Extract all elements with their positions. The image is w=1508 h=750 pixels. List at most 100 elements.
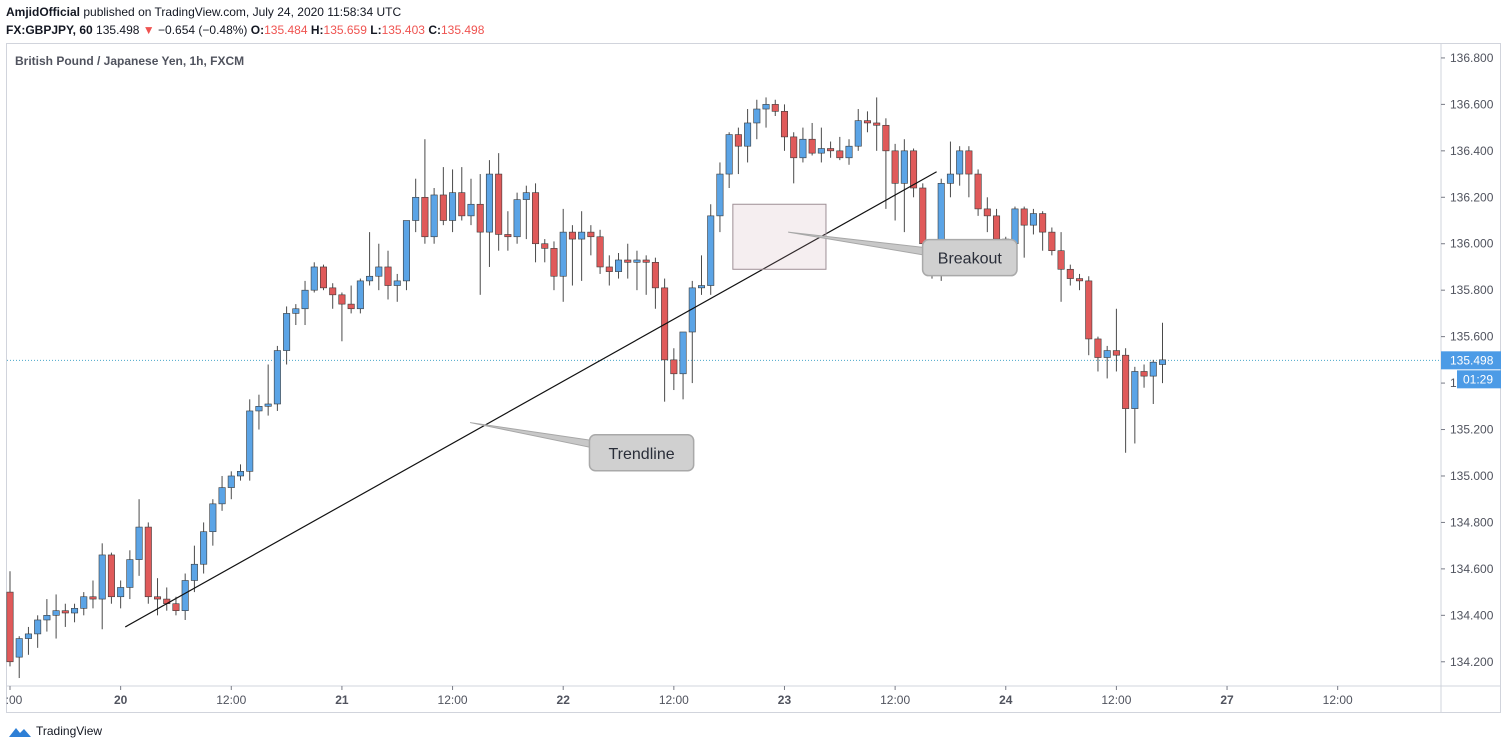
candle-body (1094, 338, 1102, 358)
candle (900, 139, 908, 233)
candle (375, 243, 383, 291)
candle (421, 139, 429, 244)
candle-body (485, 173, 493, 233)
candle (753, 99, 761, 140)
y-tick-label: 136.000 (1450, 237, 1494, 251)
candle (98, 543, 106, 630)
candle-body (983, 208, 991, 217)
candle-body (1159, 359, 1167, 365)
candle-body (753, 108, 761, 124)
candle-body (1011, 208, 1019, 245)
candle-body (790, 136, 798, 159)
candle-body (946, 173, 954, 184)
candle (836, 136, 844, 161)
candle (541, 239, 549, 263)
candle-body (808, 138, 816, 154)
candle (319, 264, 327, 291)
candle (615, 253, 623, 279)
candle-body (1057, 250, 1065, 270)
candle (384, 250, 392, 300)
candle (1112, 308, 1120, 372)
candle-body (974, 173, 982, 210)
candle-body (605, 266, 613, 272)
candle-body (956, 150, 964, 175)
candle (163, 587, 171, 611)
candle (725, 132, 733, 188)
tradingview-brand: TradingView (36, 724, 103, 738)
candle (642, 255, 650, 295)
candle (661, 278, 669, 402)
candle (854, 109, 862, 151)
candle-body (827, 148, 835, 152)
candle-body (891, 150, 899, 184)
candle (568, 225, 576, 286)
candle-body (412, 196, 420, 221)
x-tick-label: 12:00 (1101, 693, 1131, 707)
candle-body (1112, 350, 1120, 356)
change-value: −0.654 (−0.48%) (158, 23, 248, 37)
candle-body (1085, 280, 1093, 340)
candle (356, 278, 364, 314)
candle-body (679, 331, 687, 375)
candle-body (1039, 213, 1047, 233)
candle (651, 257, 659, 309)
candle (965, 146, 973, 198)
candle (402, 220, 410, 291)
candle (485, 160, 493, 267)
candle (292, 304, 300, 326)
candle-body (707, 215, 715, 286)
y-tick-label: 136.200 (1450, 190, 1494, 204)
high-label: H: (310, 23, 324, 37)
candle (1066, 264, 1074, 286)
candle-body (882, 124, 890, 152)
candle-body (1076, 278, 1084, 282)
candle (578, 211, 586, 281)
candle-body (532, 192, 540, 245)
x-tick-label: 12:00 (659, 693, 689, 707)
candle (716, 162, 724, 233)
candle (587, 225, 595, 256)
candle-body (237, 471, 245, 477)
candle (246, 399, 254, 481)
open-value: 135.484 (264, 23, 308, 37)
candle (24, 626, 32, 655)
candle (144, 522, 152, 604)
candle (624, 243, 632, 279)
y-tick-label: 135.600 (1450, 330, 1494, 344)
candle-body (227, 475, 235, 488)
x-tick-label: :00 (6, 693, 23, 707)
candle (495, 153, 503, 251)
candle-body (117, 587, 125, 598)
candle (956, 146, 964, 186)
candle (790, 132, 798, 184)
candle-body (762, 104, 770, 110)
trendline (124, 171, 937, 628)
candle (237, 464, 245, 481)
candle-body (854, 120, 862, 147)
publisher-name[interactable]: AmjidOfficial (6, 5, 81, 19)
callout-box (588, 434, 695, 472)
callout-box (921, 238, 1018, 277)
x-tick-label: 12:00 (1323, 693, 1353, 707)
candle-body (559, 231, 567, 277)
symbol-label: FX:GBPJPY, 60 (6, 23, 93, 37)
y-tick-label: 134.200 (1450, 655, 1494, 669)
candle-body (522, 192, 530, 200)
y-tick-label: 134.400 (1450, 608, 1494, 622)
y-tick-label: 135.800 (1450, 283, 1494, 297)
callout-breakout: Breakout (788, 231, 1018, 277)
candle-body (347, 303, 355, 310)
candle (439, 167, 447, 226)
candle-body (218, 487, 226, 505)
candle (190, 545, 198, 593)
candle-body (1103, 350, 1111, 358)
candle-body (80, 596, 88, 609)
candle-body (356, 280, 364, 310)
candle-body (264, 403, 272, 407)
candle (550, 241, 558, 291)
candle-body (98, 554, 106, 600)
countdown-label: 01:29 (1463, 372, 1493, 386)
candle (135, 499, 143, 576)
candle (919, 183, 927, 249)
